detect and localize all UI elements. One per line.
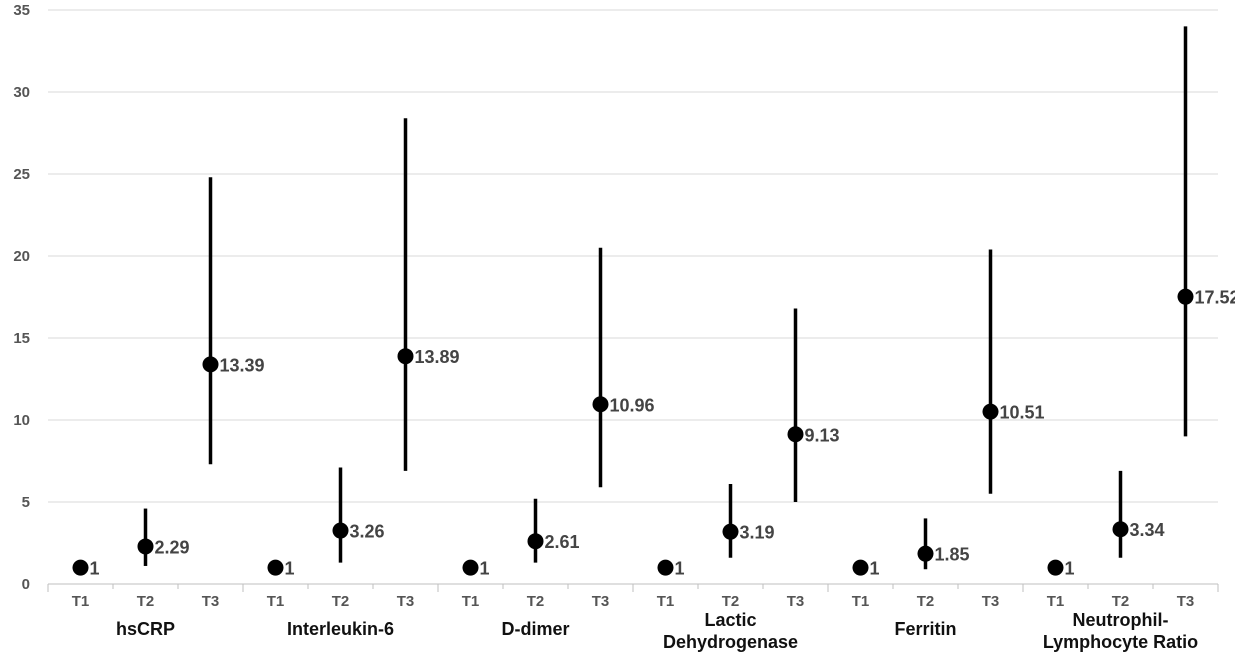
- x-subcategory-label: T2: [917, 593, 935, 610]
- y-tick-label: 5: [22, 494, 30, 511]
- x-subcategory-label: T3: [592, 593, 610, 610]
- x-category-label: Dehydrogenase: [663, 632, 798, 652]
- data-label: 1.85: [935, 545, 970, 565]
- data-point: [267, 559, 284, 576]
- x-category-label: Lactic: [704, 610, 756, 630]
- x-subcategory-label: T1: [657, 593, 675, 610]
- data-label: 13.39: [220, 355, 265, 375]
- data-point: [917, 545, 934, 562]
- x-category-label: hsCRP: [116, 619, 175, 639]
- x-subcategory-label: T1: [462, 593, 480, 610]
- x-category-label: Lymphocyte Ratio: [1043, 632, 1198, 652]
- y-tick-label: 10: [13, 412, 30, 429]
- x-subcategory-label: T1: [267, 593, 285, 610]
- y-tick-label: 25: [13, 166, 30, 183]
- data-point: [982, 403, 999, 420]
- data-point: [722, 523, 739, 540]
- y-tick-label: 0: [22, 576, 30, 593]
- x-subcategory-label: T1: [852, 593, 870, 610]
- data-point: [332, 522, 349, 539]
- x-subcategory-label: T3: [1177, 593, 1195, 610]
- data-label: 3.34: [1130, 520, 1165, 540]
- y-tick-label: 35: [13, 2, 30, 19]
- data-label: 9.13: [805, 425, 840, 445]
- data-label: 10.51: [1000, 403, 1045, 423]
- data-label: 10.96: [610, 395, 655, 415]
- data-point: [787, 426, 804, 443]
- data-point: [137, 538, 154, 555]
- data-point: [527, 533, 544, 550]
- data-point: [462, 559, 479, 576]
- data-label: 3.26: [350, 522, 385, 542]
- x-subcategory-label: T2: [332, 593, 350, 610]
- x-subcategory-label: T2: [137, 593, 155, 610]
- data-point: [1047, 559, 1064, 576]
- x-subcategory-label: T2: [527, 593, 545, 610]
- data-point: [72, 559, 89, 576]
- data-label: 1: [480, 559, 490, 579]
- data-label: 2.61: [545, 532, 580, 552]
- data-label: 1: [1065, 559, 1075, 579]
- data-label: 3.19: [740, 523, 775, 543]
- x-category-label: Ferritin: [894, 619, 956, 639]
- data-label: 2.29: [155, 537, 190, 557]
- data-point: [1177, 288, 1194, 305]
- x-category-label: Interleukin-6: [287, 619, 394, 639]
- x-subcategory-label: T3: [982, 593, 1000, 610]
- x-category-label: Neutrophil-: [1073, 610, 1169, 630]
- data-label: 1: [90, 559, 100, 579]
- data-label: 1: [675, 559, 685, 579]
- data-label: 1: [870, 559, 880, 579]
- y-tick-label: 20: [13, 248, 30, 265]
- y-tick-label: 30: [13, 84, 30, 101]
- x-subcategory-label: T1: [1047, 593, 1065, 610]
- data-label: 17.52: [1195, 288, 1235, 308]
- data-point: [592, 396, 609, 413]
- x-subcategory-label: T1: [72, 593, 90, 610]
- data-point: [397, 348, 414, 365]
- data-point: [1112, 521, 1129, 538]
- y-tick-label: 15: [13, 330, 30, 347]
- data-label: 13.89: [415, 347, 460, 367]
- data-label: 1: [285, 559, 295, 579]
- data-point: [657, 559, 674, 576]
- x-subcategory-label: T3: [202, 593, 220, 610]
- x-subcategory-label: T2: [722, 593, 740, 610]
- x-subcategory-label: T3: [397, 593, 415, 610]
- x-subcategory-label: T3: [787, 593, 805, 610]
- x-subcategory-label: T2: [1112, 593, 1130, 610]
- data-point: [202, 356, 219, 373]
- x-category-label: D-dimer: [501, 619, 569, 639]
- data-point: [852, 559, 869, 576]
